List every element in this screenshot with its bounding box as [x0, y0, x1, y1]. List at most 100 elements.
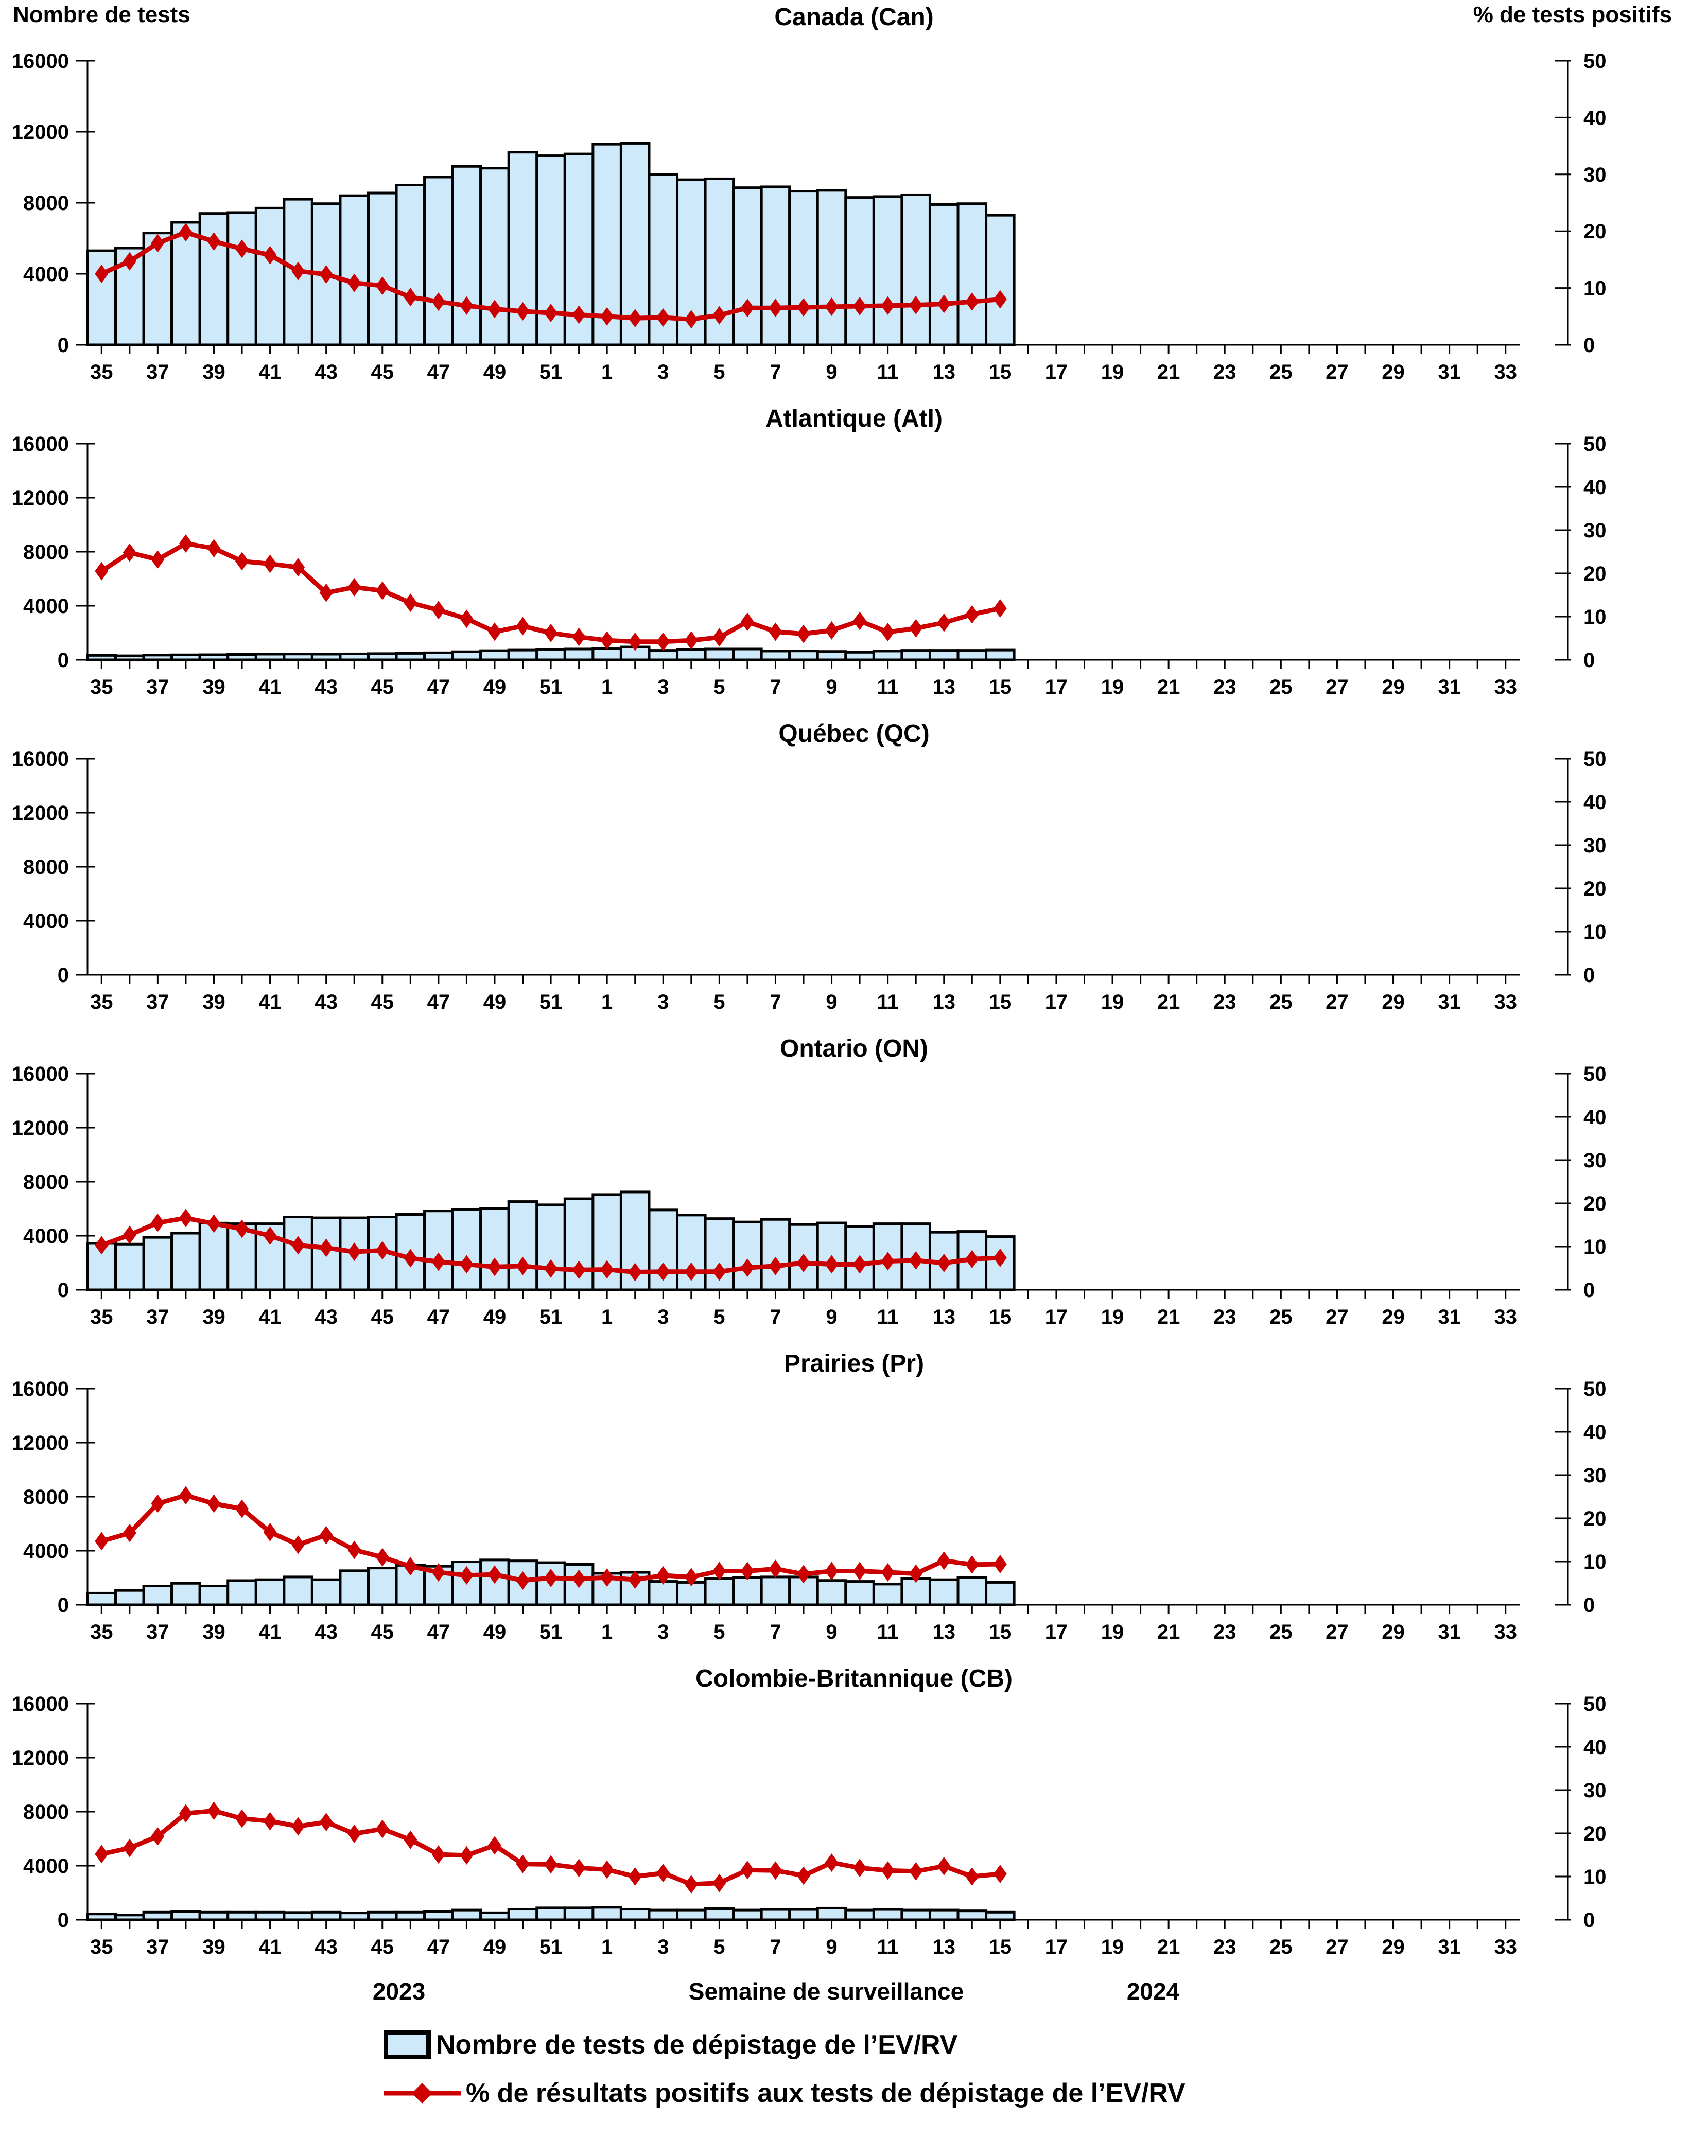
svg-text:37: 37	[146, 991, 169, 1013]
svg-text:9: 9	[826, 361, 837, 383]
svg-text:12000: 12000	[12, 1432, 69, 1454]
left-axis-title: Nombre de tests	[13, 2, 190, 27]
svg-text:8000: 8000	[23, 1171, 69, 1194]
svg-text:29: 29	[1382, 1621, 1405, 1643]
svg-text:16000: 16000	[12, 433, 69, 455]
svg-text:40: 40	[1583, 1736, 1607, 1759]
svg-text:25: 25	[1269, 1306, 1293, 1328]
svg-text:27: 27	[1326, 1936, 1349, 1958]
svg-text:13: 13	[932, 1621, 955, 1643]
svg-text:35: 35	[90, 676, 113, 698]
svg-text:8000: 8000	[23, 541, 69, 564]
legend-item-tests: Nombre de tests de dépistage de l’EV/RV	[384, 2027, 1708, 2063]
svg-text:15: 15	[989, 1621, 1012, 1643]
svg-text:51: 51	[539, 1621, 563, 1643]
svg-text:10: 10	[1583, 606, 1607, 628]
svg-text:5: 5	[713, 361, 725, 383]
legend-pct-positive-label: % de résultats positifs aux tests de dép…	[466, 2078, 1186, 2108]
svg-text:49: 49	[483, 1621, 507, 1643]
svg-text:7: 7	[770, 1936, 781, 1958]
svg-text:30: 30	[1583, 519, 1607, 542]
svg-text:8000: 8000	[23, 1801, 69, 1824]
svg-text:21: 21	[1157, 676, 1180, 698]
svg-text:29: 29	[1382, 1936, 1405, 1958]
svg-text:21: 21	[1157, 1306, 1180, 1328]
svg-text:33: 33	[1494, 676, 1517, 698]
svg-text:20: 20	[1583, 878, 1607, 900]
svg-text:30: 30	[1583, 1779, 1607, 1802]
svg-text:17: 17	[1045, 991, 1068, 1013]
svg-text:33: 33	[1494, 361, 1517, 383]
svg-text:43: 43	[315, 1306, 338, 1328]
svg-text:11: 11	[877, 1621, 898, 1643]
svg-text:40: 40	[1583, 1106, 1607, 1129]
svg-text:45: 45	[371, 1621, 394, 1643]
svg-text:0: 0	[58, 334, 69, 357]
svg-text:1: 1	[601, 676, 613, 698]
svg-text:21: 21	[1157, 361, 1180, 383]
svg-text:5: 5	[713, 676, 725, 698]
svg-text:20: 20	[1583, 220, 1607, 243]
svg-text:23: 23	[1213, 1936, 1236, 1958]
panel-title-canada: Canada (Can)	[774, 4, 934, 31]
svg-text:5: 5	[713, 1936, 725, 1958]
panel-prairies: Prairies (Pr) 0 4000 8000 12000 16000 0 10 20 30…	[0, 1346, 1708, 1654]
svg-text:9: 9	[826, 1621, 837, 1643]
svg-text:45: 45	[371, 361, 394, 383]
svg-text:12000: 12000	[12, 1747, 69, 1769]
svg-text:25: 25	[1269, 361, 1293, 383]
svg-text:15: 15	[989, 361, 1012, 383]
svg-text:20: 20	[1583, 1822, 1607, 1845]
svg-text:50: 50	[1583, 1378, 1607, 1400]
svg-text:16000: 16000	[12, 748, 69, 770]
panel-header-ontario: Ontario (ON)	[0, 1031, 1708, 1062]
svg-text:47: 47	[427, 1621, 450, 1643]
svg-text:49: 49	[483, 361, 507, 383]
svg-text:23: 23	[1213, 1621, 1236, 1643]
svg-text:35: 35	[90, 1306, 113, 1328]
svg-text:19: 19	[1101, 1936, 1124, 1958]
svg-text:25: 25	[1269, 1936, 1293, 1958]
svg-text:0: 0	[58, 1909, 69, 1932]
svg-text:3: 3	[657, 1936, 669, 1958]
panel-header-prairies: Prairies (Pr)	[0, 1346, 1708, 1377]
svg-text:39: 39	[202, 676, 225, 698]
svg-text:0: 0	[58, 1594, 69, 1617]
svg-text:4000: 4000	[23, 263, 69, 286]
svg-text:7: 7	[770, 676, 781, 698]
svg-text:37: 37	[146, 1621, 169, 1643]
svg-text:3: 3	[657, 1306, 669, 1328]
svg-text:41: 41	[258, 1621, 282, 1643]
svg-text:1: 1	[601, 991, 613, 1013]
svg-text:20: 20	[1583, 1508, 1607, 1530]
svg-text:39: 39	[202, 1306, 225, 1328]
svg-text:49: 49	[483, 676, 507, 698]
svg-text:7: 7	[770, 1621, 781, 1643]
svg-text:43: 43	[315, 676, 338, 698]
svg-text:11: 11	[877, 1936, 898, 1958]
svg-text:23: 23	[1213, 676, 1236, 698]
svg-text:16000: 16000	[12, 1693, 69, 1715]
panel-header-atlantique: Atlantique (Atl)	[0, 401, 1708, 432]
svg-text:35: 35	[90, 991, 113, 1013]
svg-text:29: 29	[1382, 361, 1405, 383]
svg-text:47: 47	[427, 1936, 450, 1958]
svg-text:33: 33	[1494, 991, 1517, 1013]
svg-text:17: 17	[1045, 676, 1068, 698]
svg-text:3: 3	[657, 361, 669, 383]
x-axis-title: Semaine de surveillance	[688, 1978, 964, 2005]
panel-quebec: Québec (QC) 0 4000 8000 12000 16000 0 10 20 30 40…	[0, 716, 1708, 1024]
svg-text:37: 37	[146, 1936, 169, 1958]
svg-text:39: 39	[202, 1936, 225, 1958]
svg-text:35: 35	[90, 1621, 113, 1643]
svg-text:49: 49	[483, 991, 507, 1013]
svg-text:27: 27	[1326, 676, 1349, 698]
svg-text:50: 50	[1583, 1693, 1607, 1715]
svg-text:0: 0	[1583, 649, 1595, 672]
svg-text:29: 29	[1382, 1306, 1405, 1328]
